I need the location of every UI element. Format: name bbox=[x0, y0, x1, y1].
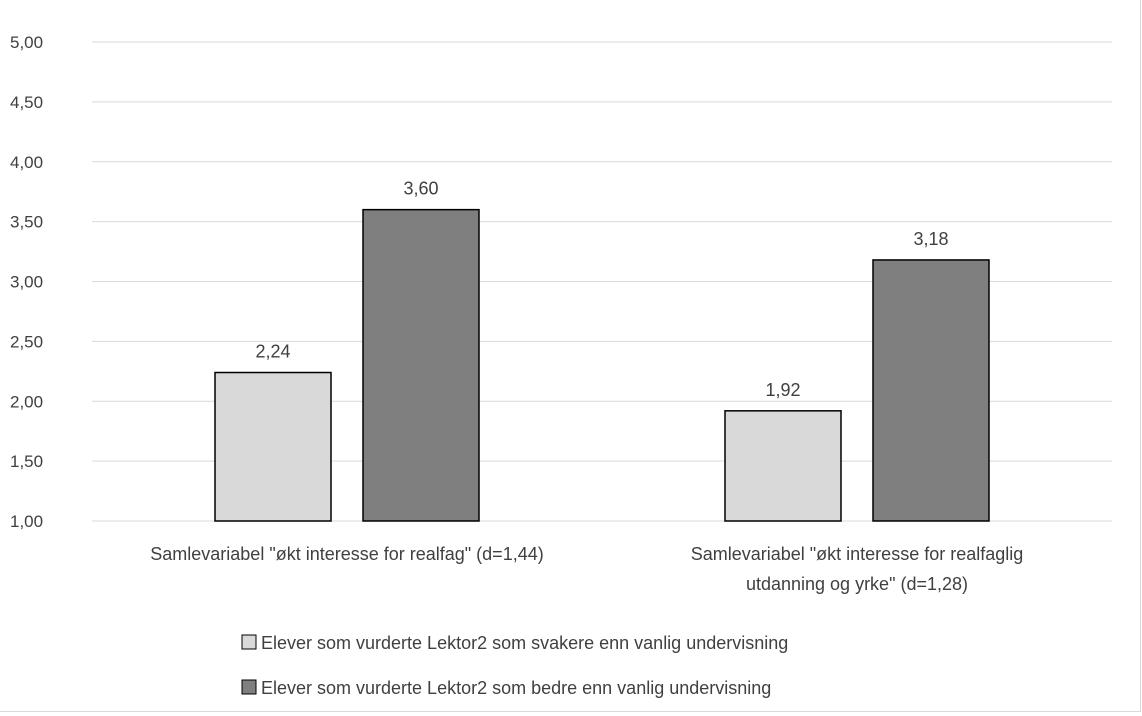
bar-series2-cat1 bbox=[362, 208, 480, 522]
x-category-label: Samlevariabel "økt interesse for realfag… bbox=[150, 544, 543, 564]
y-tick-label: 3,00 bbox=[10, 273, 43, 292]
data-label: 2,24 bbox=[255, 342, 290, 362]
y-tick-label: 1,50 bbox=[10, 452, 43, 471]
bar-series1-cat2 bbox=[724, 410, 842, 522]
data-labels: 2,24 1,92 3,60 3,18 bbox=[255, 179, 948, 400]
x-axis-category-labels: Samlevariabel "økt interesse for realfag… bbox=[150, 544, 1023, 594]
y-tick-label: 4,00 bbox=[10, 153, 43, 172]
y-tick-label: 5,00 bbox=[10, 33, 43, 52]
legend-label: Elever som vurderte Lektor2 som bedre en… bbox=[261, 678, 771, 698]
bar-series2-cat2 bbox=[872, 259, 990, 522]
data-label: 3,60 bbox=[403, 179, 438, 199]
y-tick-label: 2,50 bbox=[10, 332, 43, 351]
y-tick-label: 4,50 bbox=[10, 93, 43, 112]
x-category-label: Samlevariabel "økt interesse for realfag… bbox=[691, 544, 1024, 564]
y-tick-label: 1,00 bbox=[10, 512, 43, 531]
legend: Elever som vurderte Lektor2 som svakere … bbox=[241, 633, 788, 698]
legend-label: Elever som vurderte Lektor2 som svakere … bbox=[261, 633, 788, 653]
legend-swatch bbox=[241, 679, 257, 695]
legend-swatch bbox=[241, 634, 257, 650]
y-tick-label: 2,00 bbox=[10, 392, 43, 411]
y-axis-tick-labels: 1,00 1,50 2,00 2,50 3,00 3,50 4,00 4,50 5,00 bbox=[10, 33, 43, 531]
x-category-label: utdanning og yrke" (d=1,28) bbox=[746, 574, 968, 594]
data-label: 3,18 bbox=[913, 229, 948, 249]
y-tick-label: 3,50 bbox=[10, 213, 43, 232]
data-label: 1,92 bbox=[765, 380, 800, 400]
bar-series1-cat1 bbox=[214, 371, 332, 522]
bars bbox=[214, 208, 990, 522]
